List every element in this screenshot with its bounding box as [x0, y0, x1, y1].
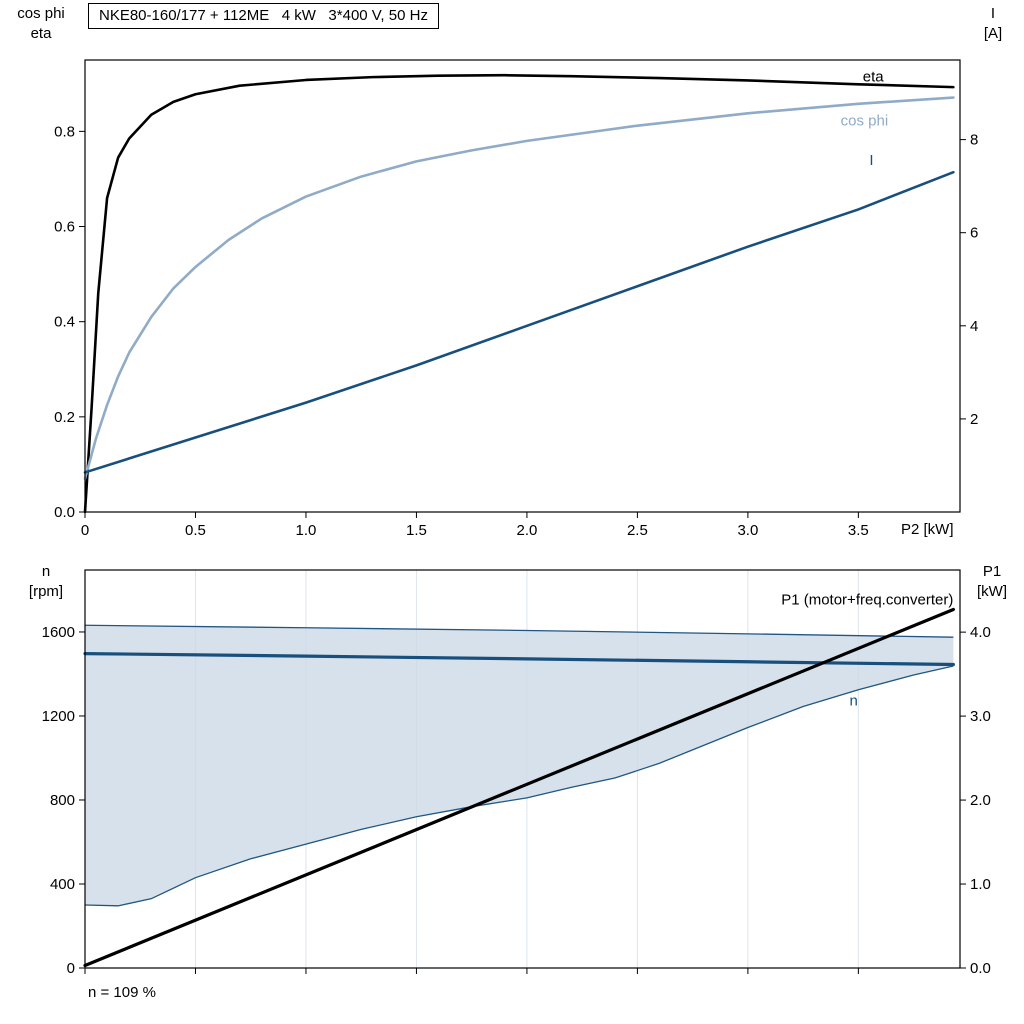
- curve-label-cos-phi: cos phi: [841, 113, 889, 130]
- y-right-tick-label: 1.0: [970, 876, 991, 893]
- band-lower-edge: [84, 665, 954, 907]
- y-right-tick-label: 4: [970, 318, 978, 335]
- y-right-tick-label: 4.0: [970, 624, 991, 641]
- y-left-tick-label: 0: [67, 960, 75, 977]
- plot-frame: [84, 59, 961, 513]
- chart-title: NKE80-160/177 + 112ME 4 kW 3*400 V, 50 H…: [88, 3, 439, 29]
- curve-label-current: I: [869, 152, 873, 169]
- axis-title-current: I [A]: [983, 5, 1003, 43]
- y-right-tick-label: 2.0: [970, 792, 991, 809]
- y-right-tick-label: 3.0: [970, 708, 991, 725]
- y-right-tick-label: 2: [970, 411, 978, 428]
- curve-eta: [83, 73, 955, 514]
- y-left-tick-label: 1200: [42, 708, 75, 725]
- x-tick-label: 0: [81, 522, 89, 539]
- chart-performance: 0 0.5 1.0 1.5 2.0 2.5 3.0 3.5 0.0 0.2 0.4 0.6 0.8 2 4 6…: [54, 59, 978, 539]
- x-tick-label: 2.0: [516, 522, 537, 539]
- plot-frame: [84, 569, 961, 969]
- x-tick-label: 3.5: [848, 522, 869, 539]
- axis-title-speed: n [rpm]: [28, 563, 64, 601]
- x-tick-label: 0.5: [185, 522, 206, 539]
- y-left-tick-label: 1600: [42, 624, 75, 641]
- curve-label-speed: n: [850, 692, 858, 709]
- y-left-tick-label: 0.4: [54, 314, 75, 331]
- curve-speed: [83, 651, 955, 667]
- y-right-tick-label: 0.0: [970, 960, 991, 977]
- x-tick-label: 1.5: [406, 522, 427, 539]
- curve-p1: [83, 607, 955, 968]
- curve-label-p1: P1 (motor+freq.converter): [781, 591, 953, 608]
- band-speed-control-range: [85, 625, 954, 906]
- x-axis-label-p2: P2 [kW]: [901, 521, 954, 538]
- curve-label-eta: eta: [863, 68, 885, 85]
- y-left-tick-label: 0.2: [54, 409, 75, 426]
- y-left-tick-label: 400: [50, 876, 75, 893]
- band-upper-edge: [84, 624, 954, 638]
- x-tick-label: 2.5: [627, 522, 648, 539]
- y-right-tick-label: 8: [970, 132, 978, 149]
- y-left-tick-label: 800: [50, 792, 75, 809]
- y-right-tick-label: 6: [970, 225, 978, 242]
- chart-speed-power: 0 400 800 1200 1600 0.0 1.0 2.0 3.0 4.0 n P1 (motor…: [42, 569, 991, 977]
- x-tick-label: 3.0: [737, 522, 758, 539]
- curve-current: [83, 170, 955, 474]
- y-left-tick-label: 0.6: [54, 219, 75, 236]
- speed-percentage-note: n = 109 %: [88, 984, 156, 1001]
- curve-cos-phi: [83, 96, 955, 480]
- y-left-tick-label: 0.0: [54, 504, 75, 521]
- y-left-tick-label: 0.8: [54, 123, 75, 140]
- x-tick-label: 1.0: [296, 522, 317, 539]
- axis-title-cosphi-eta: cos phi eta: [17, 5, 65, 43]
- axis-title-p1: P1 [kW]: [977, 563, 1007, 601]
